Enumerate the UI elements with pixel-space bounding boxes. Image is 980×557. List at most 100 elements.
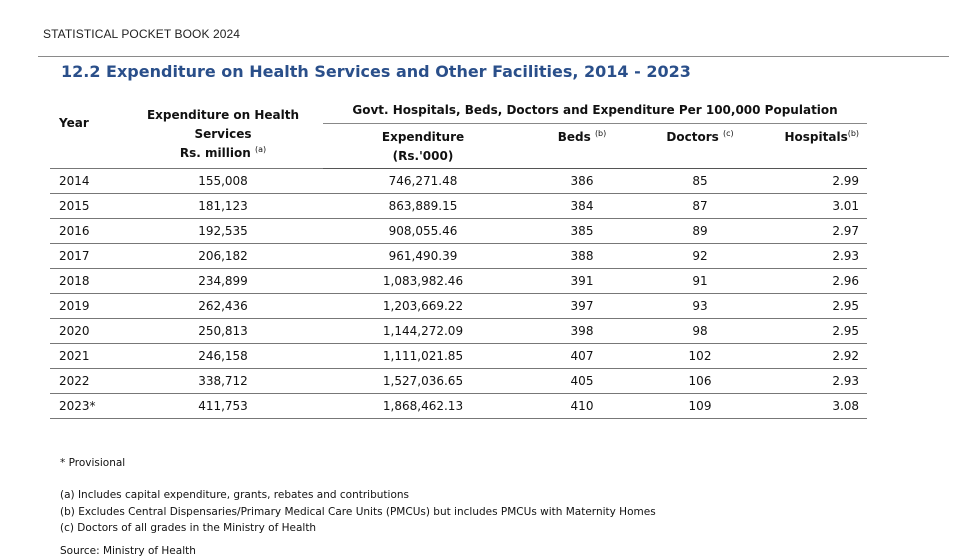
- cell-hospitals: 2.97: [759, 218, 868, 244]
- cell-hospitals: 2.93: [759, 243, 868, 269]
- column-header-expenditure: Expenditure (Rs.'000): [323, 123, 523, 169]
- cell-year: 2019: [50, 293, 123, 319]
- cell-health-expenditure: 234,899: [123, 268, 323, 294]
- cell-hospitals: 3.08: [759, 393, 868, 419]
- cell-beds: 391: [523, 268, 641, 294]
- cell-beds: 384: [523, 193, 641, 219]
- cell-year: 2021: [50, 343, 123, 369]
- table-row: 2016 192,535 908,055.46 385 89 2.97: [50, 218, 868, 244]
- table-row: 2014 155,008 746,271.48 386 85 2.99: [50, 168, 868, 194]
- section-title: 12.2 Expenditure on Health Services and …: [61, 62, 691, 81]
- cell-doctors: 87: [641, 193, 759, 219]
- column-group-header: Govt. Hospitals, Beds, Doctors and Expen…: [323, 96, 868, 124]
- cell-health-expenditure: 338,712: [123, 368, 323, 394]
- cell-expenditure-per-100k: 1,144,272.09: [323, 318, 523, 344]
- source-note: Source: Ministry of Health: [60, 545, 196, 557]
- cell-hospitals: 3.01: [759, 193, 868, 219]
- cell-hospitals: 2.95: [759, 293, 868, 319]
- column-header-health-expenditure-line3: Rs. million: [179, 146, 251, 160]
- cell-beds: 410: [523, 393, 641, 419]
- book-title: STATISTICAL POCKET BOOK 2024: [43, 27, 241, 41]
- column-header-health-expenditure-line2: Services: [194, 127, 252, 141]
- table-row: 2021 246,158 1,111,021.85 407 102 2.92: [50, 343, 868, 369]
- column-header-health-expenditure: Expenditure on Health Services Rs. milli…: [123, 96, 323, 169]
- footnote-marker-c: (c): [722, 129, 734, 138]
- cell-health-expenditure: 181,123: [123, 193, 323, 219]
- table-body: 2014 155,008 746,271.48 386 85 2.99 2015 181,12…: [50, 168, 868, 419]
- cell-beds: 386: [523, 168, 641, 194]
- column-header-doctors: Doctors (c): [641, 123, 759, 169]
- table-row: 2019 262,436 1,203,669.22 397 93 2.95: [50, 293, 868, 319]
- cell-expenditure-per-100k: 961,490.39: [323, 243, 523, 269]
- footnote-marker-b: (b): [594, 129, 607, 138]
- cell-expenditure-per-100k: 863,889.15: [323, 193, 523, 219]
- note-a: (a) Includes capital expenditure, grants…: [60, 489, 409, 501]
- cell-year: 2015: [50, 193, 123, 219]
- note-b: (b) Excludes Central Dispensaries/Primar…: [60, 506, 656, 518]
- header-divider: [38, 56, 949, 57]
- cell-expenditure-per-100k: 1,527,036.65: [323, 368, 523, 394]
- column-header-hospitals: Hospitals(b): [759, 123, 868, 169]
- cell-health-expenditure: 262,436: [123, 293, 323, 319]
- cell-year: 2014: [50, 168, 123, 194]
- cell-expenditure-per-100k: 1,203,669.22: [323, 293, 523, 319]
- cell-beds: 407: [523, 343, 641, 369]
- cell-expenditure-per-100k: 908,055.46: [323, 218, 523, 244]
- cell-health-expenditure: 192,535: [123, 218, 323, 244]
- cell-beds: 385: [523, 218, 641, 244]
- cell-health-expenditure: 206,182: [123, 243, 323, 269]
- cell-doctors: 85: [641, 168, 759, 194]
- cell-year: 2020: [50, 318, 123, 344]
- note-c: (c) Doctors of all grades in the Ministr…: [60, 522, 317, 534]
- cell-health-expenditure: 411,753: [123, 393, 323, 419]
- expenditure-table-container: Year Expenditure on Health Services Rs. …: [50, 96, 868, 419]
- column-header-expenditure-line1: Expenditure: [381, 130, 465, 144]
- cell-year: 2016: [50, 218, 123, 244]
- cell-hospitals: 2.92: [759, 343, 868, 369]
- column-header-year-label: Year: [59, 116, 89, 130]
- cell-beds: 397: [523, 293, 641, 319]
- cell-hospitals: 2.93: [759, 368, 868, 394]
- cell-doctors: 106: [641, 368, 759, 394]
- cell-hospitals: 2.99: [759, 168, 868, 194]
- column-header-hospitals-label: Hospitals: [784, 130, 848, 144]
- column-header-expenditure-line2: (Rs.'000): [392, 149, 454, 163]
- cell-doctors: 109: [641, 393, 759, 419]
- cell-doctors: 91: [641, 268, 759, 294]
- cell-doctors: 98: [641, 318, 759, 344]
- column-header-beds: Beds (b): [523, 123, 641, 169]
- cell-health-expenditure: 246,158: [123, 343, 323, 369]
- cell-doctors: 93: [641, 293, 759, 319]
- cell-health-expenditure: 155,008: [123, 168, 323, 194]
- table-row: 2018 234,899 1,083,982.46 391 91 2.96: [50, 268, 868, 294]
- cell-doctors: 92: [641, 243, 759, 269]
- cell-year: 2017: [50, 243, 123, 269]
- table-row: 2023* 411,753 1,868,462.13 410 109 3.08: [50, 393, 868, 419]
- column-header-doctors-label: Doctors: [666, 130, 719, 144]
- cell-expenditure-per-100k: 1,868,462.13: [323, 393, 523, 419]
- cell-doctors: 102: [641, 343, 759, 369]
- cell-doctors: 89: [641, 218, 759, 244]
- table-row: 2022 338,712 1,527,036.65 405 106 2.93: [50, 368, 868, 394]
- cell-hospitals: 2.96: [759, 268, 868, 294]
- table-row: 2017 206,182 961,490.39 388 92 2.93: [50, 243, 868, 269]
- expenditure-table: Year Expenditure on Health Services Rs. …: [50, 96, 868, 419]
- cell-beds: 388: [523, 243, 641, 269]
- cell-year: 2022: [50, 368, 123, 394]
- cell-expenditure-per-100k: 746,271.48: [323, 168, 523, 194]
- cell-expenditure-per-100k: 1,111,021.85: [323, 343, 523, 369]
- cell-year: 2023*: [50, 393, 123, 419]
- table-row: 2015 181,123 863,889.15 384 87 3.01: [50, 193, 868, 219]
- cell-year: 2018: [50, 268, 123, 294]
- cell-hospitals: 2.95: [759, 318, 868, 344]
- cell-expenditure-per-100k: 1,083,982.46: [323, 268, 523, 294]
- footnote-marker-b: (b): [847, 129, 860, 138]
- column-header-beds-label: Beds: [557, 130, 591, 144]
- cell-beds: 398: [523, 318, 641, 344]
- table-header: Year Expenditure on Health Services Rs. …: [50, 96, 868, 169]
- note-provisional: * Provisional: [60, 457, 126, 469]
- footnote-marker-a: (a): [254, 145, 267, 154]
- cell-health-expenditure: 250,813: [123, 318, 323, 344]
- column-header-health-expenditure-line1: Expenditure on Health: [146, 108, 300, 122]
- column-header-year: Year: [50, 96, 123, 169]
